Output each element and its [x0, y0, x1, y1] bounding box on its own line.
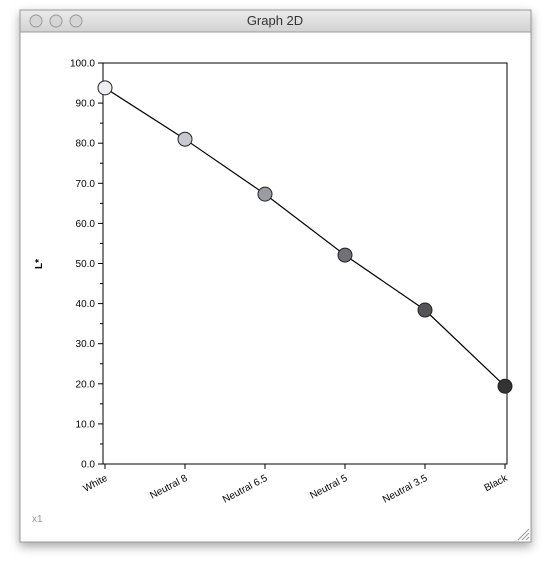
- data-point: [257, 186, 273, 202]
- y-tick-label: 10.0: [76, 419, 96, 430]
- y-tick-label: 0.0: [81, 460, 95, 471]
- window-title: Graph 2D: [247, 13, 303, 28]
- title-bar: [19, 9, 532, 33]
- y-tick-label: 40.0: [76, 299, 96, 310]
- y-tick-label: 100.0: [70, 59, 95, 70]
- y-tick-label: 80.0: [76, 139, 96, 150]
- data-point: [177, 131, 193, 147]
- y-tick-label: 20.0: [76, 379, 96, 390]
- window: [19, 9, 532, 543]
- data-point: [417, 302, 433, 318]
- data-point: [337, 247, 353, 263]
- y-tick-label: 30.0: [76, 339, 96, 350]
- resize-grip[interactable]: [517, 528, 530, 541]
- y-axis-label: L*: [34, 259, 45, 269]
- series-line: [104, 87, 506, 387]
- zoom-button[interactable]: [69, 14, 83, 28]
- data-point: [97, 80, 113, 96]
- data-point: [497, 378, 513, 394]
- corner-label: x1: [32, 514, 43, 525]
- minimize-button[interactable]: [49, 14, 63, 28]
- y-tick-label: 70.0: [76, 179, 96, 190]
- y-tick-label: 60.0: [76, 219, 96, 230]
- y-tick-label: 90.0: [76, 99, 96, 110]
- y-tick-label: 50.0: [76, 259, 96, 270]
- close-button[interactable]: [29, 14, 43, 28]
